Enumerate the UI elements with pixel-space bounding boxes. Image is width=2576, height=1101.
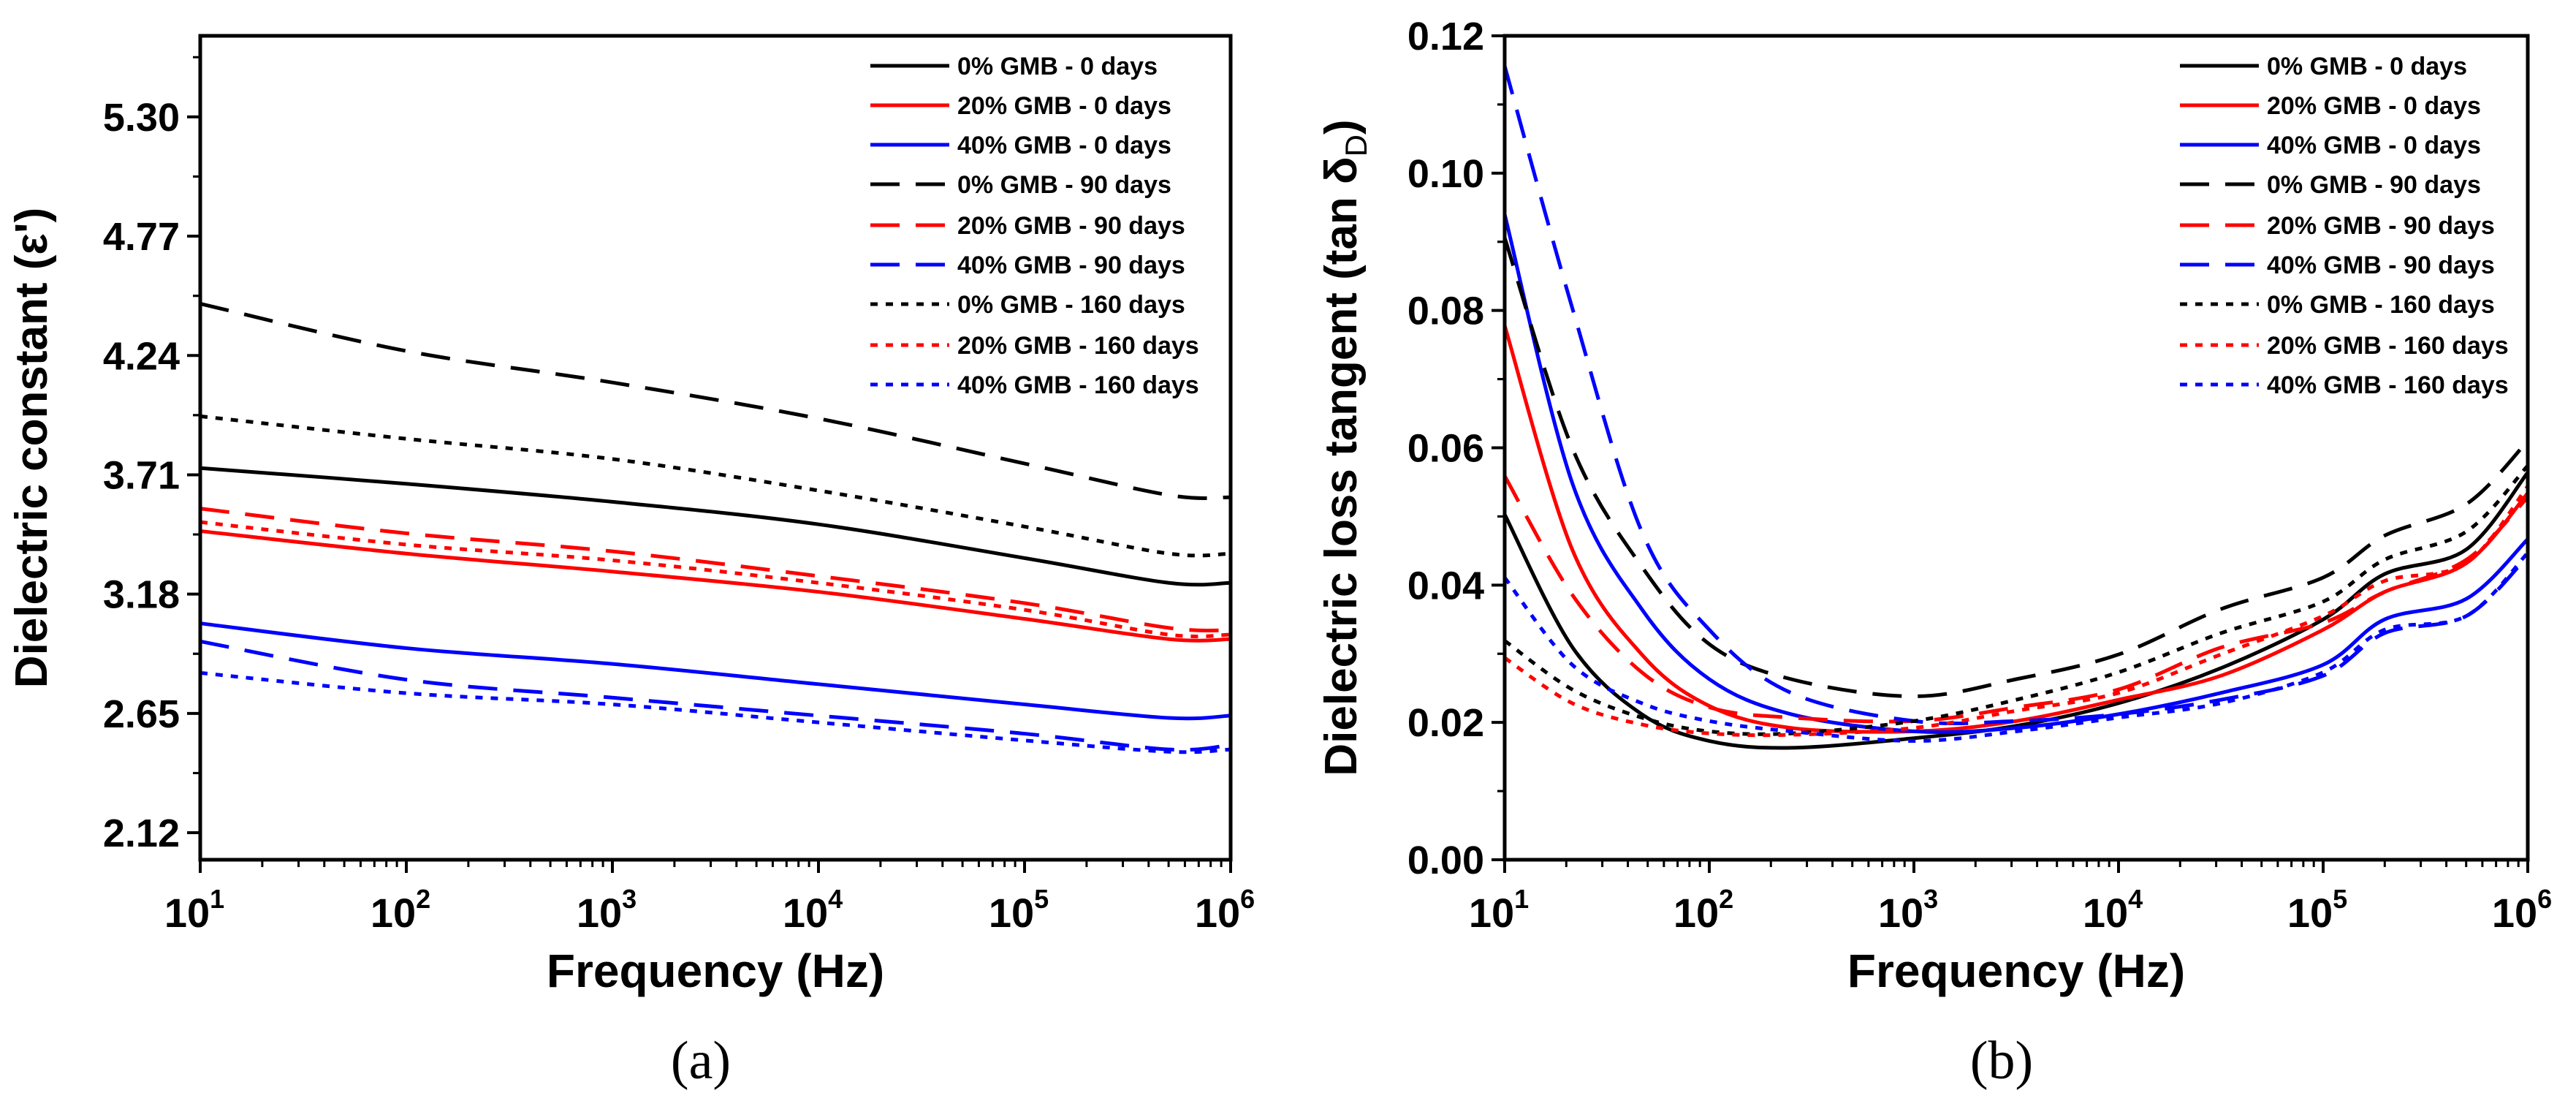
series-line — [200, 520, 1231, 639]
x-tick-label: 106 — [1195, 884, 1255, 936]
x-tick-exponent: 5 — [2333, 884, 2347, 914]
y-tick-label: 3.71 — [103, 453, 180, 497]
chart-panel-b: 101 102 103 104 105 106 0.00 0.02 0.04 0.06 0.08 0.… — [1316, 15, 2552, 1091]
series-group — [200, 301, 1231, 754]
x-tick-exponent: 3 — [622, 884, 637, 914]
panel-label: (b) — [1970, 1031, 2033, 1091]
legend-label: 0% GMB - 160 days — [957, 291, 1185, 319]
y-tick-label: 4.77 — [103, 215, 180, 259]
series-line — [1503, 485, 2529, 738]
chart-panel-a: 101 102 103 104 105 106 2.12 2.65 3.18 3.71 4.24 4.… — [7, 34, 1255, 1091]
x-tick-exponent: 4 — [828, 884, 843, 914]
legend-label: 20% GMB - 0 days — [2267, 92, 2481, 120]
legend: 0% GMB - 0 days 20% GMB - 0 days 40% GMB -… — [870, 53, 1199, 399]
series-line — [1503, 464, 2529, 736]
series-line — [200, 414, 1231, 558]
y-tick-label: 2.65 — [103, 692, 180, 736]
x-tick-label: 105 — [989, 884, 1049, 936]
y-tick-label: 0.00 — [1407, 839, 1484, 882]
legend-label: 0% GMB - 0 days — [957, 53, 1158, 80]
y-axis-title: Dielectric constant (ε') — [7, 208, 57, 688]
x-tick-label: 102 — [371, 884, 430, 936]
x-tick-exponent: 5 — [1034, 884, 1049, 914]
x-tick-label: 101 — [164, 884, 224, 936]
legend: 0% GMB - 0 days 20% GMB - 0 days 40% GMB -… — [2180, 53, 2509, 399]
series-line — [1502, 471, 2529, 750]
series-group — [1502, 65, 2529, 750]
y-tick-label: 0.06 — [1407, 427, 1484, 471]
series-line — [200, 670, 1231, 754]
y-tick-label: 0.10 — [1407, 152, 1484, 196]
x-tick-label: 103 — [577, 884, 637, 936]
legend-label: 0% GMB - 90 days — [957, 171, 1171, 199]
y-tick-label: 0.08 — [1407, 290, 1484, 333]
legend-label: 40% GMB - 0 days — [2267, 132, 2481, 159]
series-line — [200, 466, 1231, 587]
legend-label: 0% GMB - 160 days — [2267, 291, 2495, 319]
x-tick-exponent: 2 — [416, 884, 430, 914]
x-tick-label: 103 — [1878, 884, 1938, 936]
x-tick-label: 104 — [2083, 884, 2143, 936]
legend-label: 0% GMB - 0 days — [2267, 53, 2467, 80]
y-tick-label: 4.24 — [103, 334, 180, 378]
x-tick-label: 104 — [783, 884, 843, 936]
y-tick-label: 0.04 — [1407, 564, 1484, 608]
x-tick-exponent: 4 — [2128, 884, 2143, 914]
y-tick-label: 2.12 — [103, 811, 180, 855]
series-line — [200, 529, 1231, 643]
x-tick-exponent: 6 — [2537, 884, 2552, 914]
x-tick-exponent: 3 — [1923, 884, 1938, 914]
series-line — [200, 301, 1231, 500]
y-axis-title-end: ) — [1316, 119, 1367, 135]
series-line — [200, 507, 1231, 632]
panel-label: (a) — [671, 1031, 731, 1091]
y-axis-title: Dielectric loss tangent (tan δD) — [1316, 119, 1373, 776]
y-tick-label: 5.30 — [103, 96, 180, 140]
legend-label: 20% GMB - 0 days — [957, 92, 1171, 120]
series-line — [200, 621, 1231, 721]
legend-label: 20% GMB - 160 days — [957, 332, 1199, 360]
series-line — [1502, 474, 2529, 724]
x-tick-exponent: 2 — [1719, 884, 1733, 914]
legend-label: 0% GMB - 90 days — [2267, 171, 2481, 199]
x-tick-label: 102 — [1673, 884, 1733, 936]
plot-frame — [1502, 34, 2530, 862]
x-tick-label: 105 — [2287, 884, 2347, 936]
x-axis-title: Frequency (Hz) — [547, 945, 884, 997]
y-tick-label: 0.12 — [1407, 15, 1484, 58]
x-tick-label: 106 — [2492, 884, 2552, 936]
plot-frame — [198, 34, 1233, 862]
legend-label: 20% GMB - 90 days — [957, 212, 1185, 240]
x-tick-exponent: 1 — [210, 884, 224, 914]
y-tick-label: 0.02 — [1407, 701, 1484, 745]
legend-label: 20% GMB - 160 days — [2267, 332, 2509, 360]
legend-label: 40% GMB - 90 days — [2267, 251, 2495, 279]
series-line — [1502, 213, 2529, 735]
y-tick-label: 3.18 — [103, 573, 180, 617]
x-tick-exponent: 6 — [1240, 884, 1255, 914]
x-tick-label: 101 — [1469, 884, 1529, 936]
legend-label: 40% GMB - 160 days — [957, 371, 1199, 399]
series-line — [1503, 551, 2529, 744]
legend-label: 20% GMB - 90 days — [2267, 212, 2495, 240]
legend-label: 40% GMB - 0 days — [957, 132, 1171, 159]
legend-label: 40% GMB - 160 days — [2267, 371, 2509, 399]
x-tick-exponent: 1 — [1514, 884, 1529, 914]
legend-label: 40% GMB - 90 days — [957, 251, 1185, 279]
series-line — [1502, 237, 2529, 698]
series-line — [200, 639, 1231, 752]
x-axis-title: Frequency (Hz) — [1847, 945, 2185, 997]
y-axis-title-subscript: D — [1339, 135, 1373, 156]
